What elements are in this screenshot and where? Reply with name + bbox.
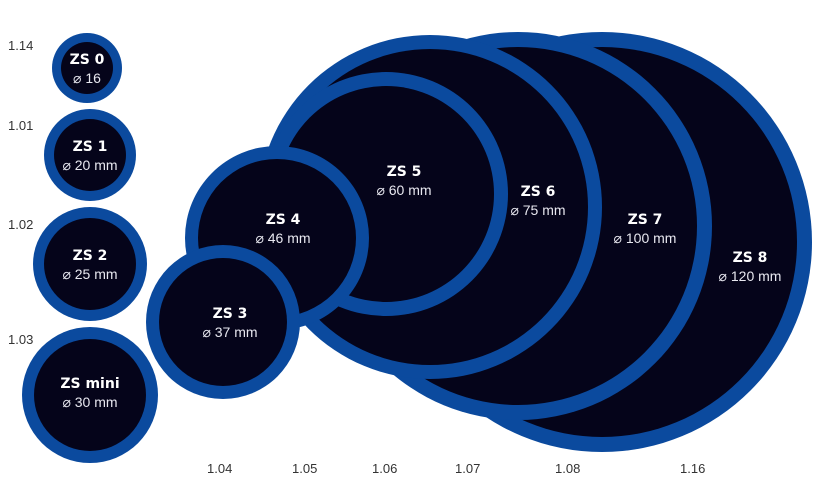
patch-diameter: ⌀ 37 mm (202, 324, 257, 340)
patch-name: ZS 6 (521, 184, 556, 200)
patch-zs-0: ZS 0 ⌀ 16 (52, 33, 122, 103)
patch-name: ZS 2 (73, 248, 108, 264)
code-label: 1.16 (680, 461, 706, 476)
code-label: 1.02 (8, 217, 34, 232)
patch-name: ZS 0 (70, 52, 105, 68)
code-label: 1.08 (555, 461, 581, 476)
patch-zs-2: ZS 2 ⌀ 25 mm (33, 207, 147, 321)
patch-body (159, 258, 287, 386)
patch-zs-mini: ZS mini ⌀ 30 mm (22, 327, 158, 463)
patch-body (61, 42, 113, 94)
patch-diameter: ⌀ 25 mm (62, 266, 117, 282)
patch-zs-3: ZS 3 ⌀ 37 mm (146, 245, 300, 399)
patch-body (34, 339, 146, 451)
patch-diameter: ⌀ 46 mm (255, 230, 310, 246)
code-label: 1.01 (8, 118, 34, 133)
code-label: 1.04 (207, 461, 233, 476)
patch-name: ZS 1 (73, 139, 108, 155)
patch-diameter: ⌀ 20 mm (62, 157, 117, 173)
patch-name: ZS 8 (733, 250, 768, 266)
patch-diameter: ⌀ 100 mm (614, 230, 677, 246)
patch-name: ZS 4 (266, 212, 301, 228)
patch-diameter: ⌀ 75 mm (510, 202, 565, 218)
patch-diameter: ⌀ 16 (73, 70, 101, 86)
patch-diameter: ⌀ 30 mm (62, 394, 117, 410)
patch-body (44, 218, 136, 310)
code-label: 1.07 (455, 461, 481, 476)
patch-diameter: ⌀ 120 mm (719, 268, 782, 284)
patch-name: ZS 5 (387, 164, 422, 180)
code-label: 1.03 (8, 332, 34, 347)
code-label: 1.06 (372, 461, 398, 476)
patch-zs-1: ZS 1 ⌀ 20 mm (44, 109, 136, 201)
patch-name: ZS mini (60, 376, 119, 392)
patch-name: ZS 7 (628, 212, 663, 228)
patch-diameter: ⌀ 60 mm (376, 182, 431, 198)
patch-body (54, 119, 126, 191)
code-label: 1.14 (8, 38, 34, 53)
patch-name: ZS 3 (213, 306, 248, 322)
code-label: 1.05 (292, 461, 318, 476)
